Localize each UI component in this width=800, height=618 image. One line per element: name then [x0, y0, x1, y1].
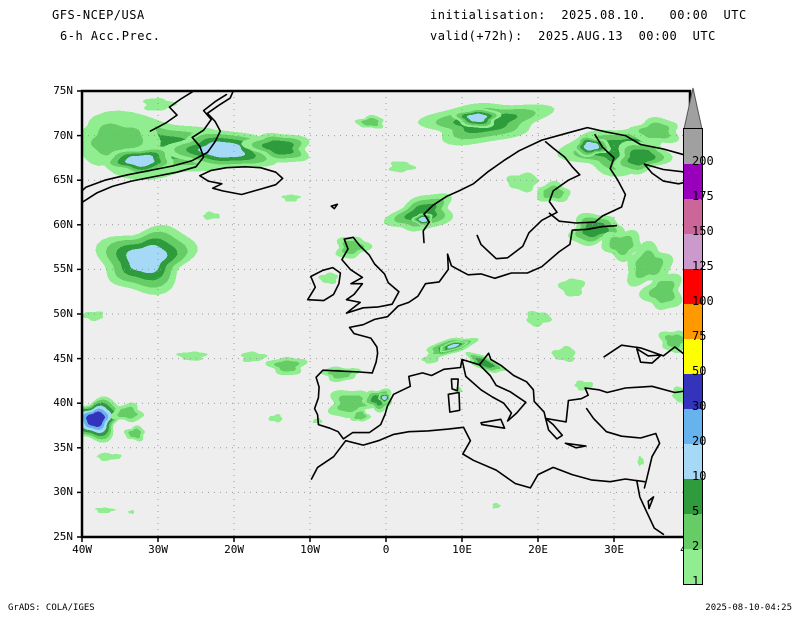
- footer-timestamp: 2025-08-10-04:25: [705, 603, 792, 613]
- y-tick-label: 60N: [53, 217, 74, 231]
- precipitation-field: [82, 98, 690, 514]
- colorbar-tick-label: 5: [692, 504, 700, 518]
- x-tick-label: 30E: [604, 543, 624, 556]
- x-tick-label: 10W: [300, 543, 320, 556]
- y-tick-label: 65N: [53, 173, 74, 187]
- footer-credit: GrADS: COLA/IGES: [8, 603, 95, 613]
- x-tick-label: 30W: [148, 543, 168, 556]
- lat-lon-gridlines: [82, 91, 690, 537]
- coastlines: [82, 91, 690, 536]
- colorbar-tick-label: 200: [692, 154, 714, 168]
- field-title: 6-h Acc.Prec.: [60, 29, 161, 43]
- colorbar-tick-label: 150: [692, 224, 714, 238]
- x-tick-label: 20W: [224, 543, 244, 556]
- valid-time: valid(+72h): 2025.AUG.13 00:00 UTC: [430, 29, 716, 43]
- colorbar-tick-label: 100: [692, 294, 714, 308]
- colorbar-tick-label: 2: [692, 539, 700, 553]
- y-tick-label: 30N: [53, 485, 74, 499]
- y-tick-label: 25N: [53, 530, 74, 543]
- colorbar-swatch: [684, 549, 702, 585]
- y-tick-label: 75N: [53, 84, 74, 97]
- colorbar-tick-label: 175: [692, 189, 714, 203]
- axis-ticks: [77, 90, 691, 542]
- x-tick-label: 0: [382, 543, 390, 556]
- colorbar-tick-label: 30: [692, 399, 707, 413]
- initialisation-time: initialisation: 2025.08.10. 00:00 UTC: [430, 8, 747, 22]
- y-tick-label: 55N: [53, 262, 74, 276]
- colorbar-overflow-arrow: [683, 87, 703, 130]
- model-title: GFS-NCEP/USA: [52, 8, 145, 22]
- y-tick-label: 40N: [53, 396, 74, 410]
- y-tick-label: 45N: [53, 351, 74, 365]
- colorbar-tick-label: 10: [692, 469, 707, 483]
- colorbar-tick-label: 75: [692, 329, 707, 343]
- colorbar-swatches: [683, 128, 703, 585]
- x-tick-label: 40W: [72, 543, 92, 556]
- colorbar-tick-label: 20: [692, 434, 707, 448]
- y-tick-label: 70N: [53, 128, 74, 142]
- x-tick-label: 20E: [528, 543, 548, 556]
- colorbar: 1 2 5 10 20 30 50 75 100 125 150 175 200: [668, 86, 738, 588]
- colorbar-tick-label: 50: [692, 364, 707, 378]
- x-tick-label: 10E: [452, 543, 472, 556]
- y-tick-label: 35N: [53, 440, 74, 454]
- y-tick-label: 50N: [53, 307, 74, 320]
- colorbar-tick-label: 125: [692, 259, 714, 273]
- colorbar-tick-label: 1: [692, 574, 700, 588]
